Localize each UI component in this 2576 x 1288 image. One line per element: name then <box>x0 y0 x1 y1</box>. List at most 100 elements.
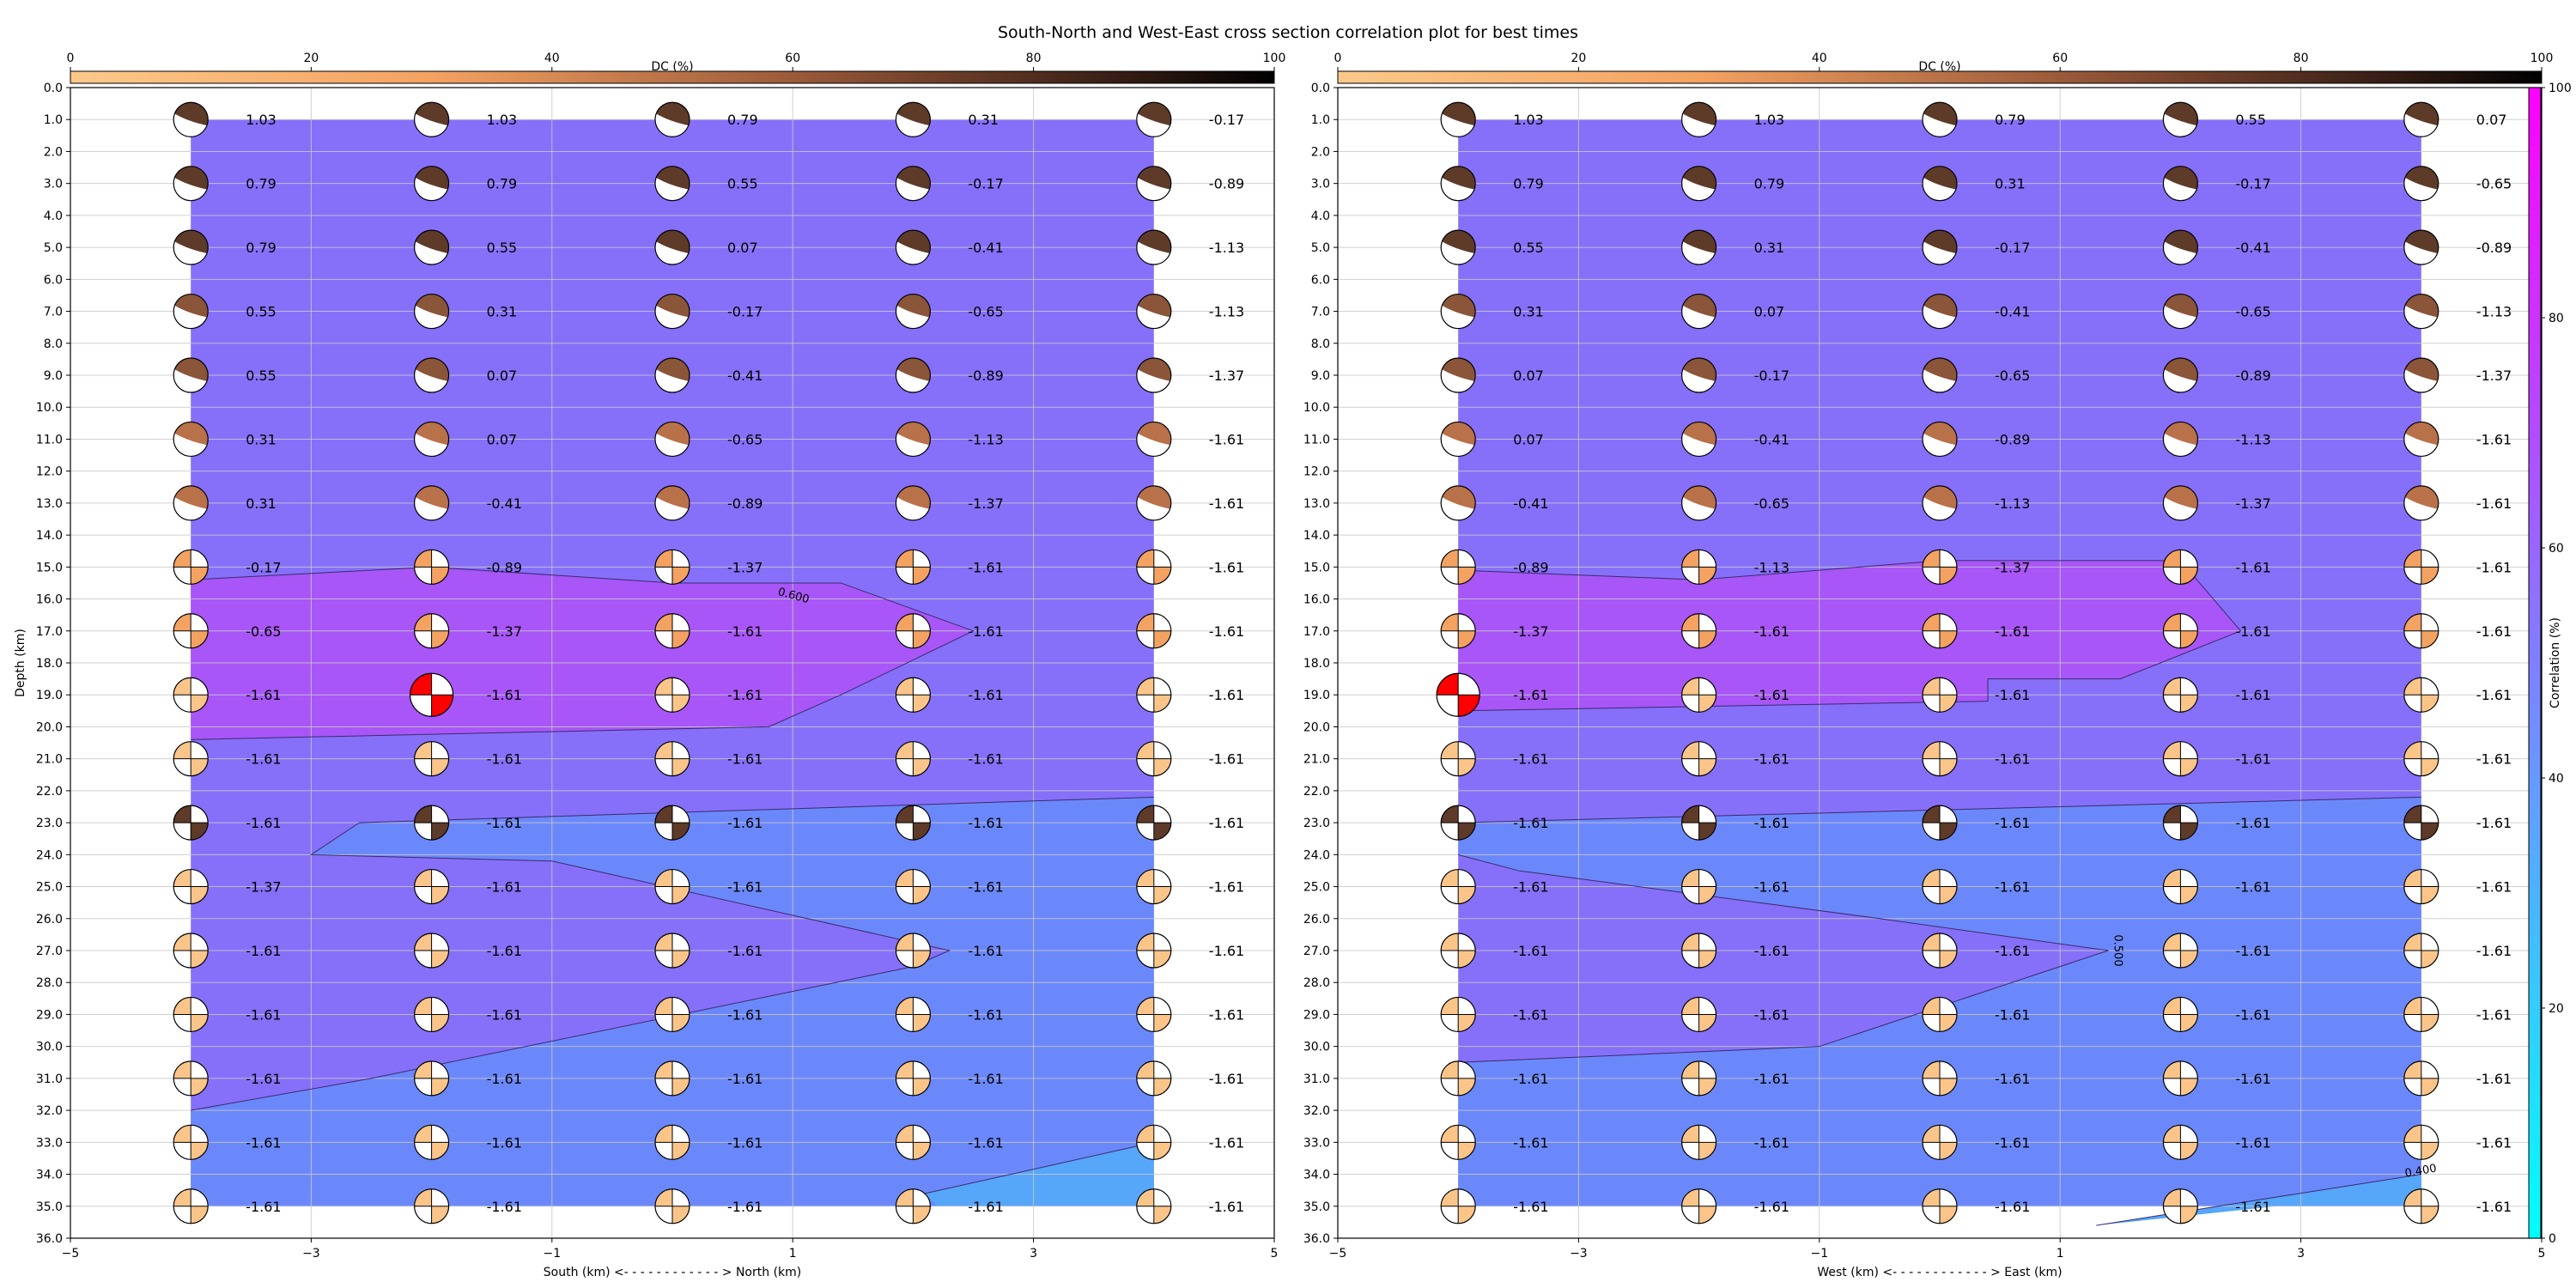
corr-tick-label: 0 <box>2549 1232 2556 1246</box>
y-tick-label: 19.0 <box>36 689 63 702</box>
focal-mechanism-compression <box>1138 294 1171 318</box>
focal-mechanism <box>895 1188 932 1224</box>
focal-mechanism-compression <box>672 1206 690 1224</box>
focal-mechanism-compression <box>1698 695 1716 713</box>
focal-mechanism <box>1680 421 1717 458</box>
focal-mechanism-compression <box>1940 1206 1957 1224</box>
grid-value-label: 0.07 <box>487 431 518 447</box>
focal-mechanism-outline <box>1922 421 1958 458</box>
focal-mechanism-compression <box>1940 951 1957 968</box>
focal-mechanism-outline <box>2162 549 2198 585</box>
grid-value-label: -0.17 <box>1995 240 2030 256</box>
focal-mechanism-outline <box>173 485 209 521</box>
focal-mechanism-compression <box>913 630 931 648</box>
focal-mechanism-outline <box>414 868 450 905</box>
focal-mechanism-compression <box>1442 166 1476 190</box>
focal-mechanism <box>1136 293 1172 330</box>
focal-mechanism-compression <box>1923 997 1940 1015</box>
focal-mechanism-outline <box>895 1060 932 1097</box>
focal-mechanism-outline <box>1136 868 1172 905</box>
focal-mechanism-outline <box>173 805 209 841</box>
grid-value-label: -0.89 <box>727 495 762 512</box>
focal-mechanism <box>1136 996 1172 1033</box>
focal-mechanism <box>173 933 209 969</box>
x-tick-label: −5 <box>62 1247 80 1261</box>
focal-mechanism-compression <box>2164 485 2198 509</box>
focal-mechanism <box>173 229 209 265</box>
grid-value-label: -1.61 <box>487 815 522 831</box>
focal-mechanism-outline <box>2162 1188 2198 1224</box>
focal-mechanism <box>895 101 932 137</box>
focal-mechanism-compression <box>1441 613 1459 631</box>
grid-value-label: -1.61 <box>2476 1071 2512 1087</box>
focal-mechanism-compression <box>414 741 432 759</box>
focal-mechanism <box>414 1060 450 1097</box>
focal-mechanism-outline <box>1680 1060 1717 1097</box>
focal-mechanism-compression <box>1698 758 1716 776</box>
grid-value-label: 0.79 <box>1513 176 1544 192</box>
grid-value-label: 0.79 <box>246 176 276 192</box>
y-tick-label: 8.0 <box>1311 337 1330 351</box>
grid-value-label: -1.61 <box>968 879 1003 896</box>
focal-mechanism-compression <box>2163 1188 2181 1206</box>
focal-mechanism-compression <box>1682 422 1716 446</box>
focal-mechanism-compression <box>1458 1014 1476 1032</box>
focal-mechanism <box>1922 1060 1958 1097</box>
focal-mechanism-compression <box>191 1014 209 1032</box>
focal-mechanism-compression <box>913 1078 931 1096</box>
focal-mechanism <box>2403 613 2439 649</box>
focal-mechanism-compression <box>2421 630 2439 648</box>
focal-mechanism <box>1922 805 1958 841</box>
focal-mechanism-outline <box>895 166 932 202</box>
focal-mechanism <box>414 357 450 393</box>
focal-mechanism-outline <box>654 421 690 458</box>
focal-mechanism-compression <box>1923 1060 1940 1078</box>
focal-mechanism <box>173 805 209 841</box>
y-tick-label: 34.0 <box>36 1169 63 1182</box>
focal-mechanism-outline <box>173 101 209 137</box>
grid-value-label: -1.61 <box>1754 623 1789 640</box>
focal-mechanism <box>1440 166 1476 202</box>
grid-value-label: -1.61 <box>2476 751 2512 768</box>
focal-mechanism <box>654 1188 690 1224</box>
grid-value-label: -1.61 <box>1513 1006 1548 1023</box>
focal-mechanism-compression <box>913 1206 931 1224</box>
focal-mechanism-outline <box>2162 229 2198 265</box>
focal-mechanism <box>2162 293 2198 330</box>
corr-tick-label: 80 <box>2549 312 2564 325</box>
focal-mechanism <box>173 741 209 777</box>
focal-mechanism-outline <box>895 357 932 393</box>
focal-mechanism-outline <box>1136 293 1172 330</box>
focal-mechanism-outline <box>654 101 690 137</box>
grid-value-label: -1.61 <box>246 1071 281 1087</box>
focal-mechanism-compression <box>2164 358 2198 381</box>
focal-mechanism-compression <box>1940 1078 1957 1096</box>
focal-mechanism-outline <box>2162 933 2198 969</box>
focal-mechanism <box>654 996 690 1033</box>
focal-mechanism-outline <box>654 1060 690 1097</box>
focal-mechanism-outline <box>1922 741 1958 777</box>
grid-value-label: -0.41 <box>2235 240 2270 256</box>
x-tick-label: −1 <box>543 1247 561 1261</box>
grid-value-label: -0.17 <box>1209 112 1244 128</box>
focal-mechanism-compression <box>896 677 914 696</box>
focal-mechanism-compression <box>1923 1188 1940 1206</box>
focal-mechanism-compression <box>2403 613 2421 631</box>
dc-tick-label: 80 <box>2293 52 2309 65</box>
focal-mechanism-compression <box>2163 997 2181 1015</box>
focal-mechanism-compression <box>1698 567 1716 585</box>
grid-value-label: 1.03 <box>1513 112 1544 128</box>
focal-mechanism-outline <box>2403 1188 2439 1224</box>
focal-mechanism <box>410 672 454 717</box>
grid-value-label: -1.61 <box>968 751 1003 768</box>
focal-mechanism-outline <box>173 677 209 713</box>
focal-mechanism-compression <box>1441 1188 1459 1206</box>
contour-line <box>359 796 1154 823</box>
focal-mechanism <box>1922 101 1958 137</box>
grid-value-label: 0.55 <box>246 304 276 320</box>
focal-mechanism-outline <box>895 229 932 265</box>
contour-label: 0.500 <box>2111 934 2123 966</box>
focal-mechanism-outline <box>1136 229 1172 265</box>
focal-mechanism <box>2162 229 2198 265</box>
dc-tick-label: 0 <box>1334 52 1342 65</box>
